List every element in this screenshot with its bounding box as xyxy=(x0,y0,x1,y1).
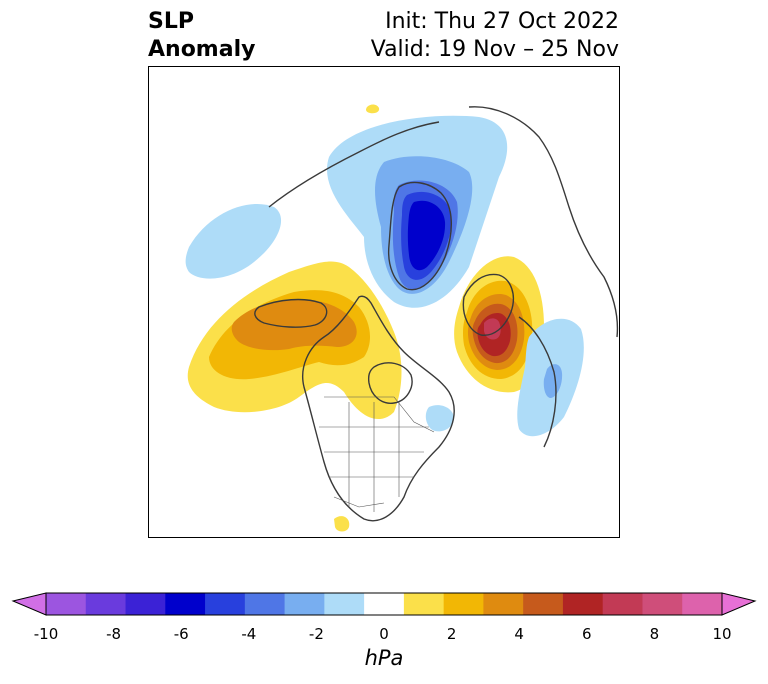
colorbar-segment xyxy=(205,593,246,615)
colorbar-segment xyxy=(642,593,683,615)
high-anomaly-south xyxy=(334,516,350,532)
colorbar-segment xyxy=(562,593,604,615)
contour-pos-e6 xyxy=(484,318,501,340)
colorbar-segments xyxy=(46,593,723,615)
colorbar-segment xyxy=(324,593,365,615)
title-right: Init: Thu 27 Oct 2022 Valid: 19 Nov – 25… xyxy=(371,8,619,64)
colorbar-tick-label: 6 xyxy=(582,625,592,643)
colorbar-segment xyxy=(483,593,524,615)
country-borders xyxy=(319,396,435,512)
valid-range: Valid: 19 Nov – 25 Nov xyxy=(370,37,619,62)
low-anomaly-europe xyxy=(517,318,584,437)
colorbar-segment xyxy=(682,593,723,615)
coast-scandinavia xyxy=(462,273,515,336)
border-us-mexico xyxy=(333,496,385,508)
low-anomaly-atlantic xyxy=(425,405,454,432)
colorbar-unit-label: hPa xyxy=(364,646,404,670)
colorbar-extend-left xyxy=(11,592,47,616)
map-panel xyxy=(148,66,620,538)
colorbar-segment xyxy=(284,593,325,615)
colorbar-segment xyxy=(364,593,405,615)
title-field-name: SLP xyxy=(148,9,194,34)
colorbar-extend-right xyxy=(721,592,757,616)
coast-hudson-bay xyxy=(367,362,413,404)
colorbar-tick-label: 8 xyxy=(649,625,660,643)
colorbar-tick-label: 2 xyxy=(446,625,457,643)
colorbar-segment xyxy=(602,593,643,615)
colorbar-tick-label: -10 xyxy=(33,625,59,643)
colorbar-tick-label: 10 xyxy=(712,625,732,643)
colorbar xyxy=(11,592,757,616)
title-field-type: Anomaly xyxy=(148,37,256,62)
grid-states-2 xyxy=(348,402,400,512)
colorbar-outline xyxy=(45,592,723,616)
colorbar-segment xyxy=(244,593,286,615)
init-date: Init: Thu 27 Oct 2022 xyxy=(385,9,619,34)
colorbar-segment xyxy=(443,593,484,615)
colorbar-segment xyxy=(523,593,564,615)
colorbar-segment xyxy=(46,593,87,615)
colorbar-segment xyxy=(403,593,445,615)
colorbar-segment xyxy=(85,593,127,615)
colorbar-tick-label: 0 xyxy=(379,625,389,643)
coast-europe xyxy=(518,316,557,448)
anomaly-map xyxy=(185,104,619,532)
contour-pos-3 xyxy=(231,299,357,351)
coast-eurasia xyxy=(468,106,619,338)
coastlines xyxy=(254,106,619,522)
colorbar-tick-label: 4 xyxy=(514,625,524,643)
colorbar-segment xyxy=(165,593,206,615)
low-anomaly-arctic xyxy=(327,115,508,308)
high-anomaly-west xyxy=(187,261,402,420)
colorbar-tick-label: -2 xyxy=(308,625,324,643)
colorbar-segment xyxy=(125,593,166,615)
coast-siberia xyxy=(268,121,440,208)
title-left: SLP Anomaly xyxy=(148,8,255,64)
low-anomaly-pacific xyxy=(185,203,282,279)
colorbar-tick-label: -8 xyxy=(106,625,122,643)
contour-neg-e2 xyxy=(543,364,563,398)
colorbar-tick-label: -6 xyxy=(173,625,189,643)
coast-north-america xyxy=(302,295,455,522)
contour-neg-5 xyxy=(407,200,446,271)
high-anomaly-small xyxy=(366,104,380,114)
coast-alaska xyxy=(254,298,328,328)
coast-greenland xyxy=(387,181,453,291)
colorbar-tick-label: -4 xyxy=(241,625,257,643)
